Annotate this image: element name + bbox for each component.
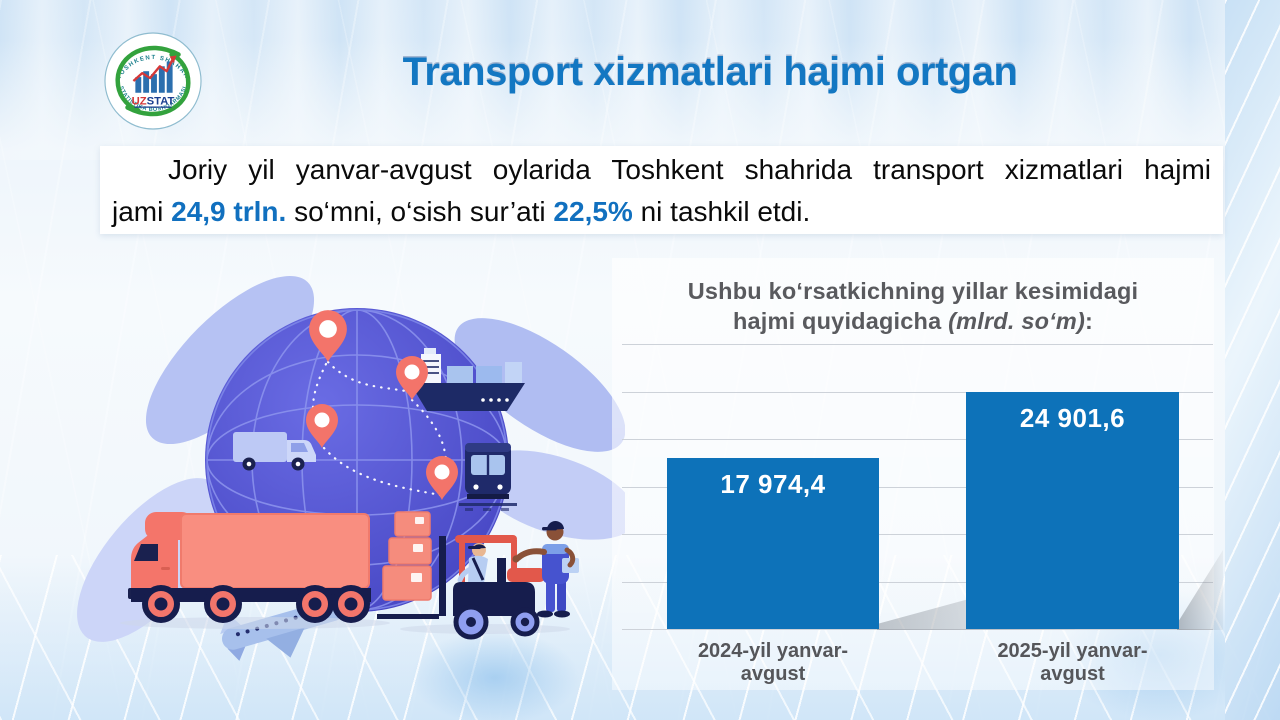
chart-title-line1: Ushbu ko‘rsatkichning yillar kesimidagi bbox=[688, 278, 1139, 304]
chart-title: Ushbu ko‘rsatkichning yillar kesimidagi … bbox=[612, 276, 1214, 336]
summary-text-panel: Joriy yil yanvar-avgust oylarida Toshken… bbox=[100, 146, 1223, 234]
summary-line2-end: ni tashkil etdi. bbox=[641, 196, 811, 227]
x-axis-label-2024: 2024-yil yanvar-avgust bbox=[667, 640, 879, 686]
summary-line2-mid: so‘mni, o‘sish sur’ati bbox=[294, 196, 546, 227]
summary-line-1: Joriy yil yanvar-avgust oylarida Toshken… bbox=[112, 149, 1211, 191]
background-right-band bbox=[1225, 0, 1280, 720]
slide: TOSHKENT SHAHAR STATISTIKA BOSHQARMASI U… bbox=[0, 0, 1280, 720]
bar-shadow bbox=[1177, 550, 1223, 630]
bar-2025: 24 901,6 bbox=[966, 392, 1179, 629]
summary-line-2: jami 24,9 trln. so‘mni, o‘sish sur’ati 2… bbox=[112, 191, 1211, 233]
chart-card: Ushbu ko‘rsatkichning yillar kesimidagi … bbox=[612, 258, 1214, 690]
highlight-growth-rate: 22,5% bbox=[553, 196, 632, 227]
bar-value-2024: 17 974,4 bbox=[667, 469, 879, 500]
x-axis-label-2025: 2025-yil yanvar-avgust bbox=[966, 640, 1179, 686]
logo-underline bbox=[134, 106, 171, 107]
uzstat-logo: TOSHKENT SHAHAR STATISTIKA BOSHQARMASI U… bbox=[104, 32, 202, 130]
summary-line2-start: jami bbox=[112, 196, 163, 227]
bar-value-2025: 24 901,6 bbox=[966, 403, 1179, 434]
gridline bbox=[622, 344, 1213, 345]
logo-wordmark: UZSTAT bbox=[132, 96, 175, 108]
chart-title-unit: (mlrd. so‘m) bbox=[948, 308, 1085, 334]
chart-title-line2: hajmi quyidagicha bbox=[733, 308, 941, 334]
bar-chart: 17 974,4 24 901,6 2024-yil yanvar-avgust… bbox=[622, 344, 1213, 690]
bar-2024: 17 974,4 bbox=[667, 458, 879, 629]
page-title: Transport xizmatlari hajmi ortgan bbox=[250, 50, 1170, 95]
cargo-truck bbox=[128, 512, 371, 620]
chart-title-colon: : bbox=[1085, 308, 1093, 334]
highlight-total-value: 24,9 trln. bbox=[171, 196, 286, 227]
logistics-illustration bbox=[55, 250, 625, 690]
